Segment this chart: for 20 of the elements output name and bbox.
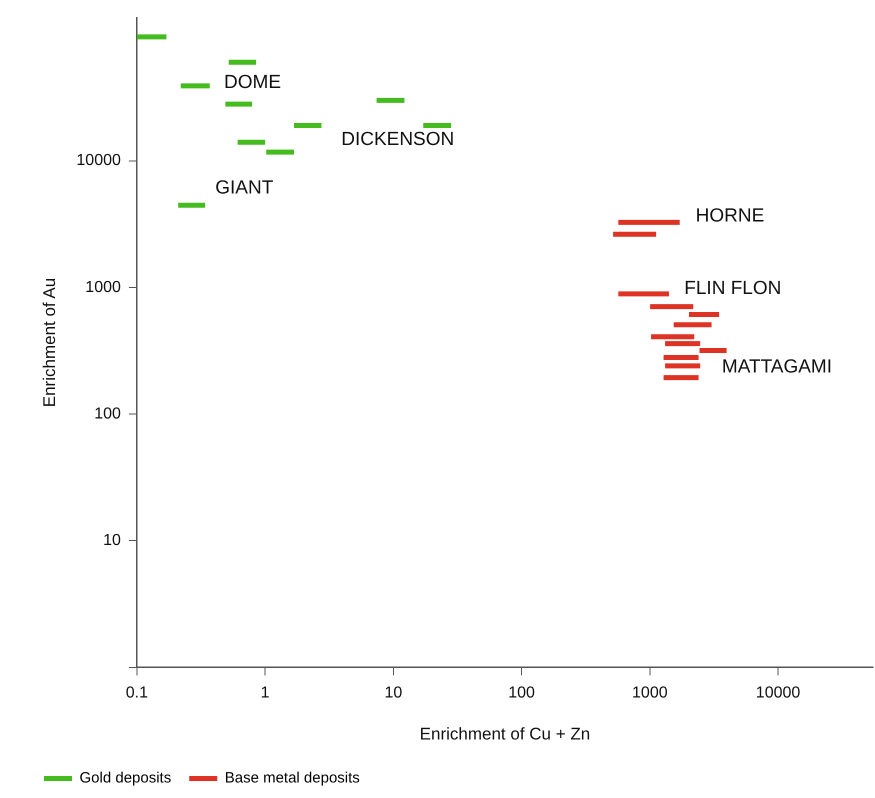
x-axis-title: Enrichment of Cu + Zn bbox=[420, 724, 590, 744]
x-tick-label: 10000 bbox=[756, 684, 800, 702]
y-tick-label: 10000 bbox=[76, 152, 121, 170]
x-tick-label: 1000 bbox=[632, 684, 668, 702]
annotation: FLIN FLON bbox=[684, 278, 782, 300]
x-tick-label: 100 bbox=[508, 684, 536, 702]
annotation: DOME bbox=[224, 72, 281, 94]
x-tick-label: 0.1 bbox=[126, 684, 148, 702]
legend-label: Base metal deposits bbox=[224, 770, 360, 787]
annotation: GIANT bbox=[215, 178, 274, 199]
annotation: DICKENSON bbox=[341, 128, 454, 150]
y-tick-label: 10 bbox=[103, 532, 121, 550]
x-tick-label: 10 bbox=[384, 684, 402, 702]
y-tick-label: 100 bbox=[94, 405, 121, 422]
x-tick-label: 1 bbox=[260, 684, 270, 702]
legend-label: Gold deposits bbox=[80, 770, 172, 787]
annotation: MATTAGAMI bbox=[722, 356, 832, 378]
y-axis-title: Enrichment of Au bbox=[40, 278, 59, 408]
y-tick-label: 1000 bbox=[85, 278, 121, 296]
annotation: HORNE bbox=[696, 205, 764, 226]
